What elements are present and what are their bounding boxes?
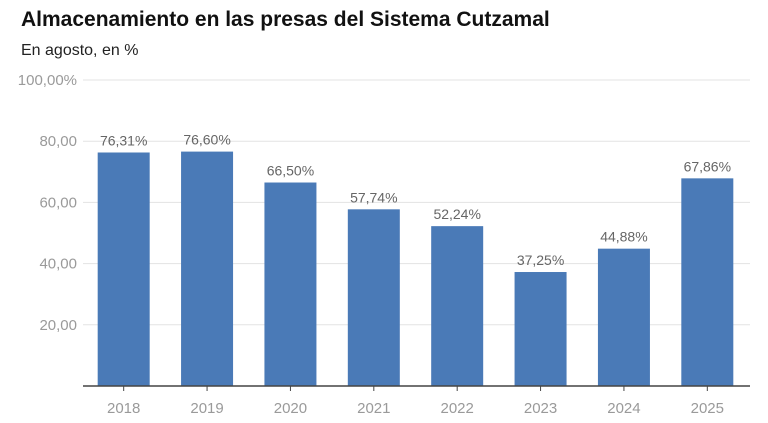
bar-2024 — [597, 248, 650, 386]
data-label: 66,50% — [267, 163, 314, 179]
bar-2022 — [431, 226, 484, 386]
data-label: 76,31% — [100, 132, 147, 148]
data-label: 67,86% — [684, 158, 731, 174]
x-tick-label: 2019 — [190, 400, 223, 417]
y-tick-label: 40,00 — [39, 256, 77, 273]
x-tick-label: 2018 — [107, 400, 140, 417]
x-tick-label: 2022 — [441, 400, 474, 417]
bar-2019 — [181, 151, 234, 386]
chart-title: Almacenamiento en las presas del Sistema… — [21, 8, 550, 31]
bar-2021 — [347, 209, 400, 386]
x-tick-label: 2025 — [691, 400, 724, 417]
y-tick-label: 60,00 — [39, 194, 77, 211]
y-tick-label: 100,00% — [18, 72, 77, 89]
y-tick-label: 80,00 — [39, 133, 77, 150]
x-tick-label: 2024 — [607, 400, 640, 417]
data-label: 37,25% — [517, 252, 564, 268]
data-label: 44,88% — [600, 229, 647, 245]
data-label: 76,60% — [183, 132, 230, 148]
x-tick-label: 2021 — [357, 400, 390, 417]
x-tick-label: 2023 — [524, 400, 557, 417]
bar-2025 — [681, 178, 734, 386]
bar-2023 — [514, 272, 567, 386]
y-tick-label: 20,00 — [39, 317, 77, 334]
bar-2018 — [97, 152, 150, 386]
x-tick-label: 2020 — [274, 400, 307, 417]
data-label: 52,24% — [433, 206, 480, 222]
data-label: 57,74% — [350, 189, 397, 205]
chart-subtitle: En agosto, en % — [21, 42, 139, 59]
bar-2020 — [264, 182, 317, 386]
